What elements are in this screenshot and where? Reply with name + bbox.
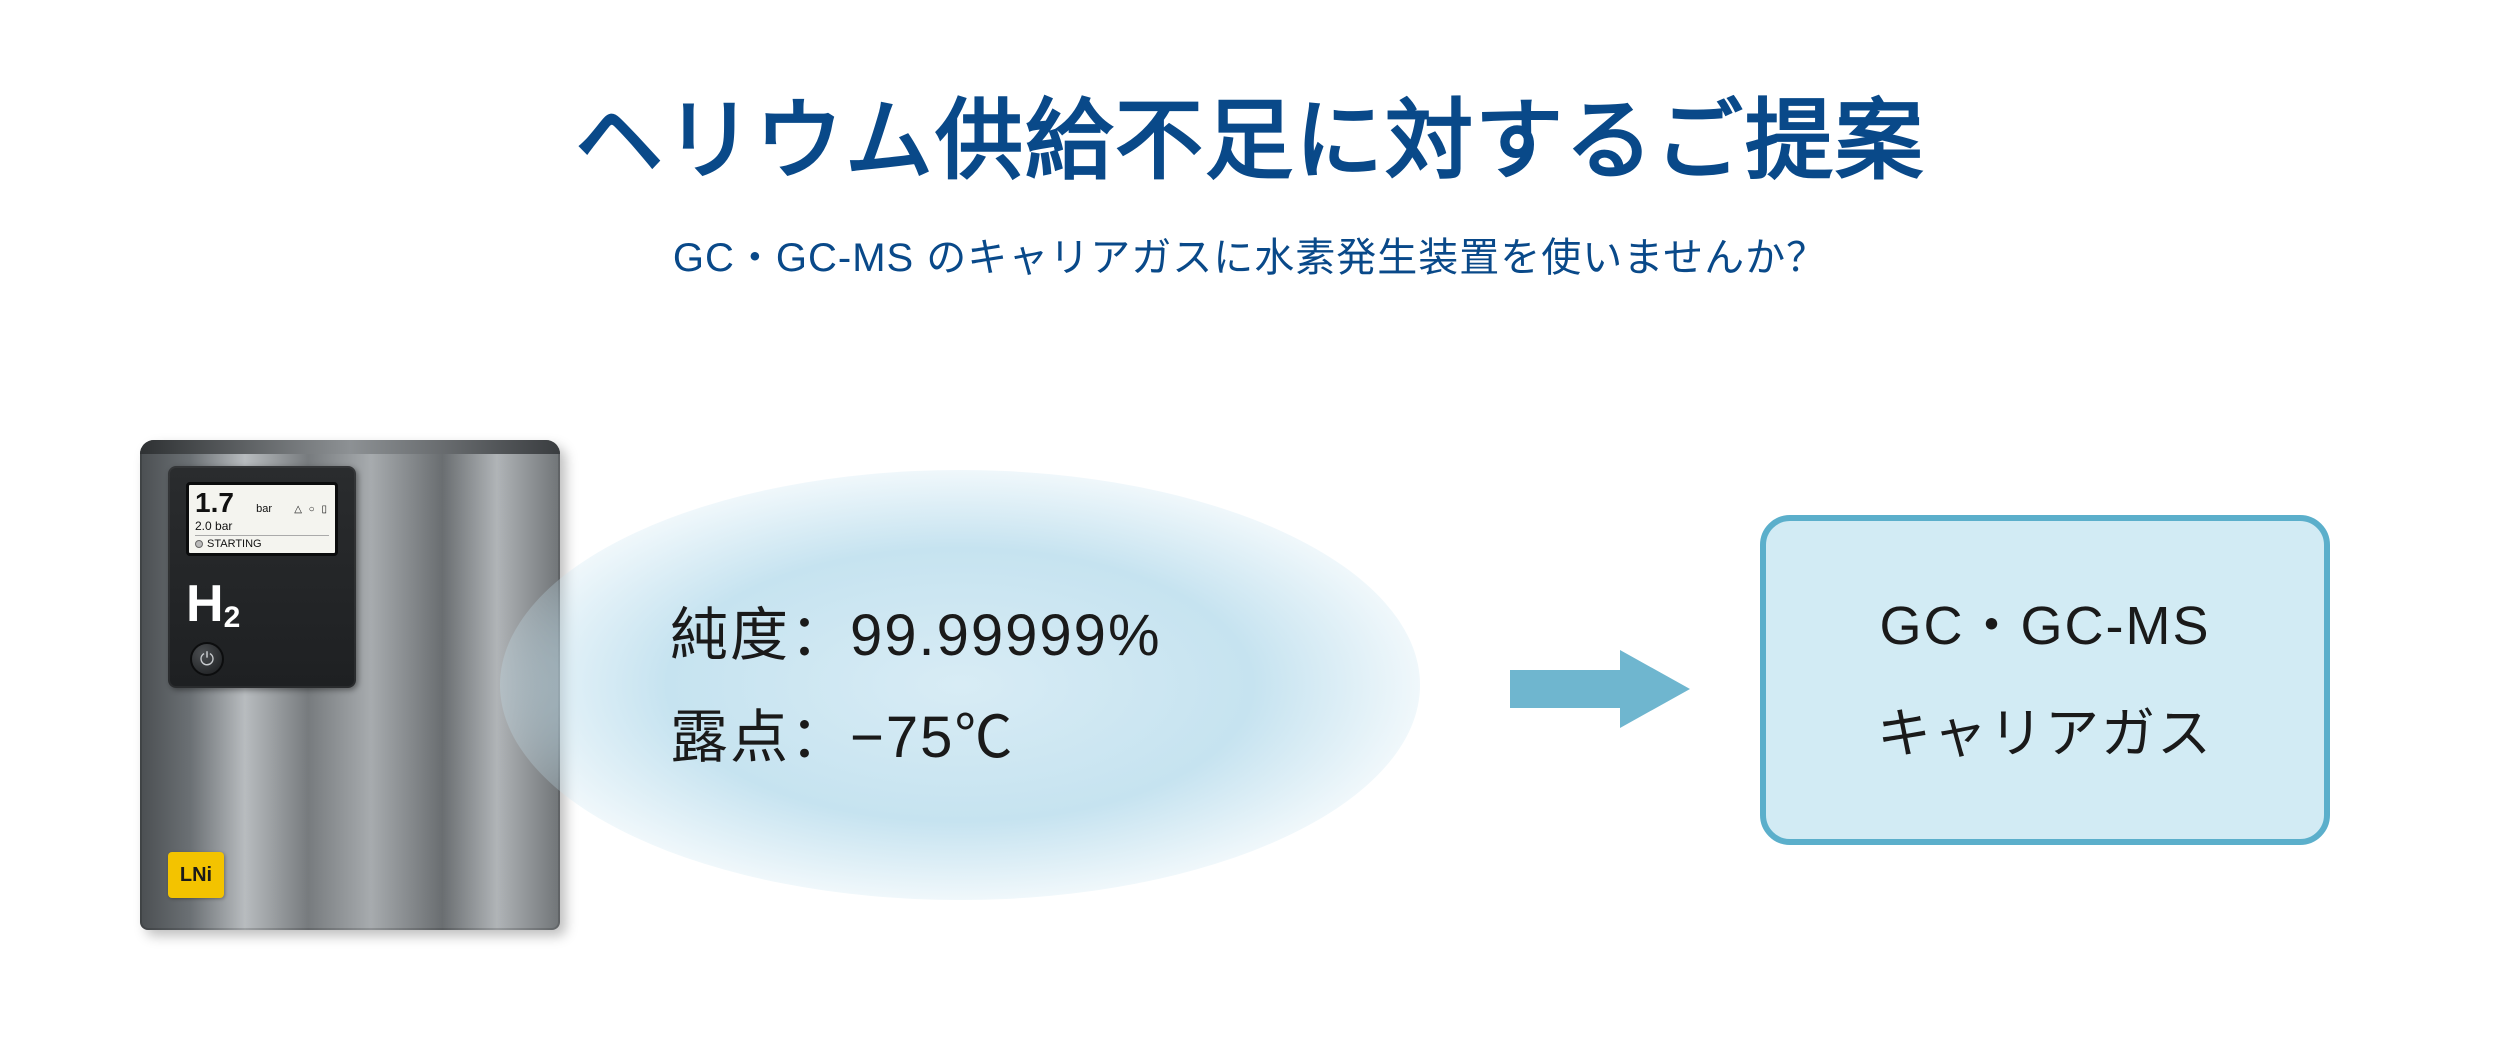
screen-setpoint-unit: bar <box>215 519 232 533</box>
spec-purity: 純度：99.99999% <box>670 585 1162 687</box>
power-button-icon: ⏻ <box>190 642 224 676</box>
target-line-1: GC・GC-MS <box>1880 572 2211 680</box>
spec-dewpoint: 露点：−75℃ <box>670 687 1162 789</box>
target-box: GC・GC-MS キャリアガス <box>1760 515 2330 845</box>
brand-badge: LNi <box>168 852 224 898</box>
spec-dewpoint-value: −75℃ <box>850 705 1014 770</box>
gas-label-h: H <box>186 575 224 633</box>
target-line-2: キャリアガス <box>1877 680 2213 788</box>
screen-pressure-value: 1.7 <box>195 489 234 517</box>
spec-sep-0: ： <box>790 603 850 668</box>
device-front-panel: 1.7 bar △ ○ ▯ 2.0 bar STARTING H2 ⏻ <box>168 466 356 688</box>
page-subtitle: GC・GC-MS のキャリアガスに水素発生装置を使いませんか？ <box>0 225 2500 283</box>
spec-purity-label: 純度 <box>670 603 790 668</box>
spec-text: 純度：99.99999% 露点：−75℃ <box>670 585 1162 788</box>
screen-pressure-unit: bar <box>256 504 272 515</box>
spec-dewpoint-label: 露点 <box>670 705 790 770</box>
device-screen: 1.7 bar △ ○ ▯ 2.0 bar STARTING <box>186 482 338 556</box>
arrow-icon <box>1510 650 1690 728</box>
page-title: ヘリウム供給不足に対するご提案 <box>0 0 2500 197</box>
gas-label-2: 2 <box>224 601 241 634</box>
gas-label: H2 <box>186 574 240 634</box>
spec-sep-1: ： <box>790 705 850 770</box>
screen-status-text: STARTING <box>207 538 262 550</box>
spec-purity-value: 99.99999% <box>850 603 1161 668</box>
screen-setpoint-value: 2.0 <box>195 519 212 533</box>
screen-status-icons: △ ○ ▯ <box>294 505 329 515</box>
device-top-edge <box>140 440 560 454</box>
diagram-area: 1.7 bar △ ○ ▯ 2.0 bar STARTING H2 ⏻ LNi <box>140 440 2360 960</box>
device-illustration: 1.7 bar △ ○ ▯ 2.0 bar STARTING H2 ⏻ LNi <box>140 440 560 930</box>
status-dot-icon <box>195 540 203 548</box>
